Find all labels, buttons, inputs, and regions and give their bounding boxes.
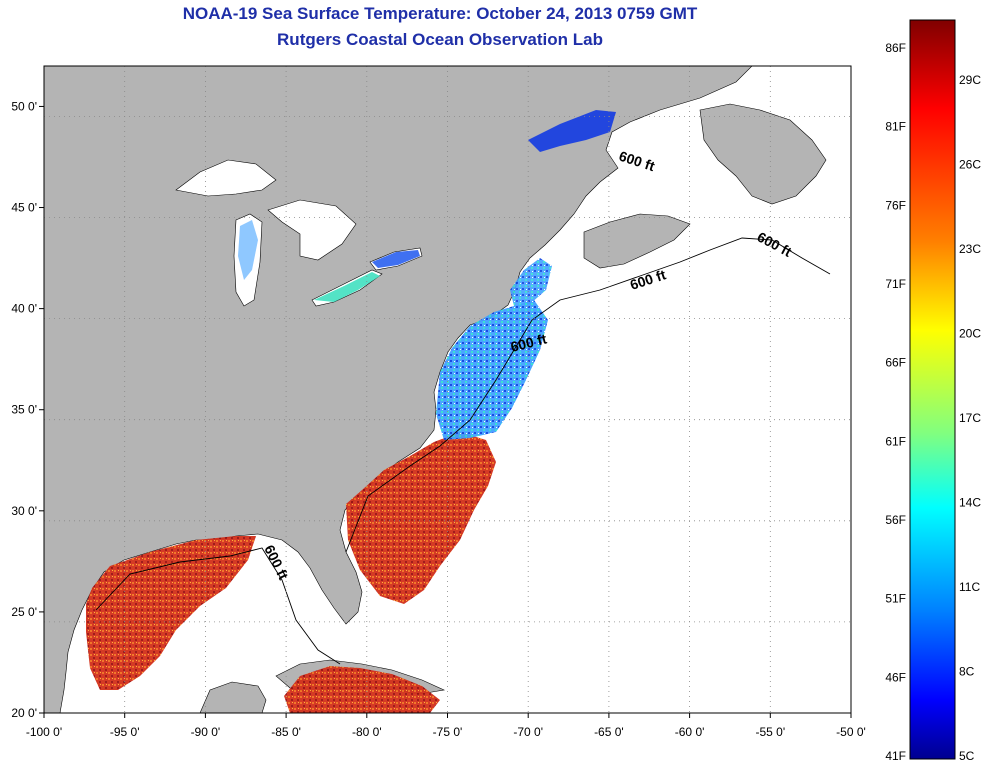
lat-tick-label: 40 0'	[11, 302, 37, 316]
sst-gulf-of-mexico-warm	[86, 536, 256, 690]
lon-tick-label: -80 0'	[352, 725, 382, 739]
colorbar-c-label: 23C	[959, 242, 981, 256]
lon-tick-label: -95 0'	[110, 725, 140, 739]
colorbar-c-label: 20C	[959, 327, 981, 341]
colorbar-f-label: 51F	[885, 592, 906, 606]
temperature-colorbar	[909, 19, 956, 760]
colorbar-c-label: 5C	[959, 749, 975, 763]
lon-tick-label: -70 0'	[513, 725, 543, 739]
colorbar-c-label: 29C	[959, 73, 981, 87]
yucatan-land	[199, 681, 267, 713]
colorbar-f-label: 71F	[885, 277, 906, 291]
lat-tick-label: 35 0'	[11, 403, 37, 417]
colorbar-c-label: 26C	[959, 158, 981, 172]
lon-tick-label: -55 0'	[755, 725, 785, 739]
lon-tick-label: -100 0'	[26, 725, 62, 739]
sst-mid-atlantic-cool	[436, 300, 548, 440]
colorbar-c-label: 14C	[959, 496, 981, 510]
map-area: 600 ft 600 ft 600 ft 600 ft 600 ft	[44, 66, 851, 713]
colorbar-f-label: 41F	[885, 749, 906, 763]
lon-tick-label: -60 0'	[675, 725, 705, 739]
lat-tick-label: 30 0'	[11, 504, 37, 518]
nova-scotia-land	[583, 213, 691, 269]
lat-tick-label: 25 0'	[11, 605, 37, 619]
colorbar-c-label: 17C	[959, 411, 981, 425]
lake-superior	[175, 159, 277, 197]
sst-lake-michigan-cool	[238, 220, 258, 280]
map-subtitle: Rutgers Coastal Ocean Observation Lab	[277, 30, 603, 49]
colorbar-fahrenheit-labels: 86F 81F 76F 71F 66F 61F 56F 51F 46F 41F	[885, 41, 906, 763]
colorbar-f-label: 81F	[885, 120, 906, 134]
colorbar-celsius-labels: 29C 26C 23C 20C 17C 14C 11C 8C 5C	[959, 73, 981, 763]
lat-tick-label: 50 0'	[11, 99, 37, 113]
colorbar-c-label: 8C	[959, 665, 975, 679]
colorbar-f-label: 76F	[885, 198, 906, 212]
colorbar-f-label: 46F	[885, 670, 906, 684]
sst-lake-erie-cool	[314, 272, 380, 302]
sst-gulf-of-maine-cool	[510, 258, 552, 306]
lat-tick-label: 45 0'	[11, 201, 37, 215]
lake-huron	[267, 199, 357, 261]
lon-tick-label: -65 0'	[594, 725, 624, 739]
map-title: NOAA-19 Sea Surface Temperature: October…	[182, 4, 698, 23]
sst-caribbean-warm	[284, 666, 440, 713]
isobath-600ft-contour	[95, 237, 831, 665]
lon-tick-label: -90 0'	[191, 725, 221, 739]
colorbar-f-label: 61F	[885, 434, 906, 448]
colorbar-f-label: 66F	[885, 356, 906, 370]
newfoundland-land	[699, 103, 827, 205]
lon-tick-label: -75 0'	[433, 725, 463, 739]
lon-tick-label: -50 0'	[836, 725, 866, 739]
sst-st-lawrence-cold	[528, 110, 616, 152]
longitude-axis: -100 0' -95 0' -90 0' -85 0' -80 0' -75 0' -70…	[26, 713, 866, 739]
sst-gulf-stream-warm	[346, 432, 496, 604]
lat-tick-label: 20 0'	[11, 706, 37, 720]
colorbar-f-label: 56F	[885, 513, 906, 527]
sst-lake-ontario-cool	[372, 250, 420, 268]
colorbar-f-label: 86F	[885, 41, 906, 55]
lon-tick-label: -85 0'	[271, 725, 301, 739]
colorbar-c-label: 11C	[959, 580, 980, 594]
latitude-axis: 50 0' 45 0' 40 0' 35 0' 30 0' 25 0' 20 0'	[11, 99, 44, 720]
